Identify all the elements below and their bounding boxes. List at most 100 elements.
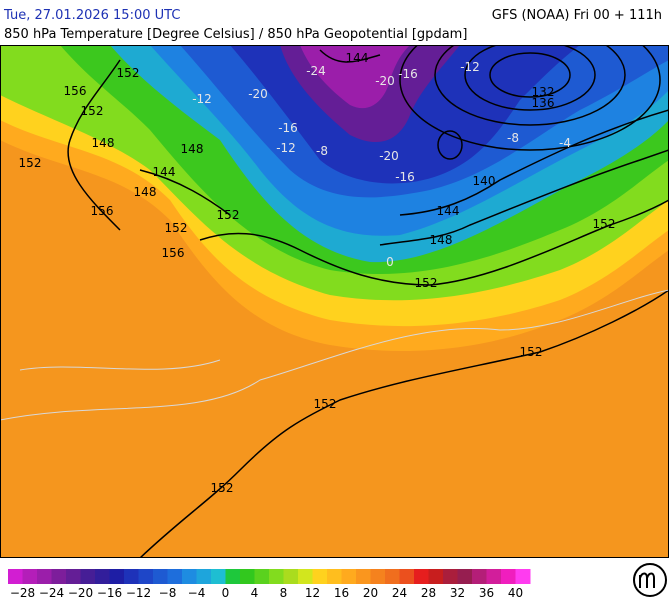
isohypse-label: 152 (593, 217, 616, 231)
isotherm-label: -12 (192, 92, 212, 106)
colorbar-label: −12 (126, 586, 151, 600)
colorbar-label: 36 (479, 586, 494, 600)
colorbar-swatch (385, 569, 400, 584)
isohypse-label: 156 (91, 204, 114, 218)
isotherm-label: -4 (559, 136, 571, 150)
isohypse-label: 144 (346, 51, 369, 65)
isohypse-label: 152 (81, 104, 104, 118)
isohypse-label: 148 (181, 142, 204, 156)
colorbar-label: −24 (39, 586, 64, 600)
colorbar-swatch (80, 569, 96, 584)
colorbar-label: 20 (363, 586, 378, 600)
isohypse-label: 148 (134, 185, 157, 199)
colorbar-swatch (196, 569, 212, 584)
colorbar-swatch (399, 569, 415, 584)
colorbar-swatch (211, 569, 226, 584)
colorbar-swatch (341, 569, 357, 584)
colorbar-swatch (457, 569, 473, 584)
colorbar-label: −8 (159, 586, 177, 600)
field (300, 45, 410, 109)
colorbar-swatch (428, 569, 444, 584)
isohypses (67, 45, 669, 558)
colorbar-swatch (283, 569, 299, 584)
colorbar-swatch (501, 569, 516, 584)
colorbar-label: 16 (334, 586, 349, 600)
isohypse-label: 148 (430, 233, 453, 247)
colorbar-swatch (312, 569, 328, 584)
colorbar-label: −28 (10, 586, 35, 600)
colorbar-swatch (327, 569, 342, 584)
colorbar-label: −16 (97, 586, 122, 600)
colorbar-swatch (22, 569, 38, 584)
isotherm-label: -16 (395, 170, 415, 184)
colorbar-label: 40 (508, 586, 523, 600)
colorbar-swatch (414, 569, 429, 584)
isotherm-label: -16 (278, 121, 298, 135)
isotherm-label: -24 (306, 64, 326, 78)
model: GFS (NOAA) Fri 00 + 111h (492, 8, 662, 23)
isotherm-label: -20 (379, 149, 399, 163)
isohypse-label: 152 (165, 221, 188, 235)
logo (633, 563, 667, 597)
isohypse-label: 152 (314, 397, 337, 411)
colorbar-swatch (472, 569, 487, 584)
colorbar-swatch (254, 569, 270, 584)
colorbar-swatch (95, 569, 110, 584)
colorbar-swatch (356, 569, 371, 584)
isohypse-label: 136 (532, 96, 555, 110)
isohypse-label: 152 (211, 481, 234, 495)
colorbar-label: 0 (222, 586, 230, 600)
isotherm-label: -8 (316, 144, 328, 158)
map: 152 156 152 148 152 144 148 148 156 152 152 156 144 1… (0, 45, 669, 558)
isohypse-label: 152 (217, 208, 240, 222)
colorbar-swatch (298, 569, 313, 584)
colorbar-label: −4 (188, 586, 206, 600)
isotherm-label: -12 (276, 141, 296, 155)
colorbar-label: 4 (251, 586, 259, 600)
isotherms (0, 289, 669, 421)
colorbar-swatch (124, 569, 139, 584)
isohypse-label: 156 (162, 246, 185, 260)
colorbar-swatch (167, 569, 183, 584)
isohypse-label: 152 (415, 276, 438, 290)
colorbar-label: 32 (450, 586, 465, 600)
isotherm-label: -20 (248, 87, 268, 101)
subtitle: 850 hPa Temperature [Degree Celsius] / 8… (4, 27, 467, 42)
colorbar-swatch (269, 569, 284, 584)
colorbar-swatch (182, 569, 197, 584)
isohypse-label: 152 (117, 66, 140, 80)
isohypse-label: 140 (473, 174, 496, 188)
isohypse-label: 132 (532, 85, 555, 99)
isotherm-label: 0 (386, 255, 394, 269)
colorbar-swatch (486, 569, 502, 584)
isohypse-label: 148 (92, 136, 115, 150)
datetime: Tue, 27.01.2026 15:00 UTC (3, 8, 180, 23)
colorbar-swatch (515, 569, 531, 584)
isohypse-label: 156 (64, 84, 87, 98)
colorbar-label: 12 (305, 586, 320, 600)
colorbar-swatch (443, 569, 458, 584)
colorbar-swatch (51, 569, 67, 584)
colorbar-swatch (225, 569, 241, 584)
colorbar-swatch (109, 569, 125, 584)
colorbar-swatch (138, 569, 154, 584)
colorbar-swatch (66, 569, 81, 584)
isohypse-label: 152 (520, 345, 543, 359)
isohypse-label: 144 (437, 204, 460, 218)
colorbar-label: 28 (421, 586, 436, 600)
colorbar-label: −20 (68, 586, 93, 600)
isohypse-label: 152 (19, 156, 42, 170)
colorbar-swatch (37, 569, 52, 584)
colorbar-swatch (240, 569, 255, 584)
isotherm-label: -8 (507, 131, 519, 145)
isotherm-label: -16 (398, 67, 418, 81)
isohypse-label: 144 (153, 165, 176, 179)
colorbar-label: 24 (392, 586, 407, 600)
isotherm-label: -12 (460, 60, 480, 74)
isotherm-label: -20 (375, 74, 395, 88)
colorbar-swatch (370, 569, 386, 584)
colorbar-swatch (8, 569, 23, 584)
colorbar-swatch (153, 569, 168, 584)
colorbar-label: 8 (280, 586, 288, 600)
